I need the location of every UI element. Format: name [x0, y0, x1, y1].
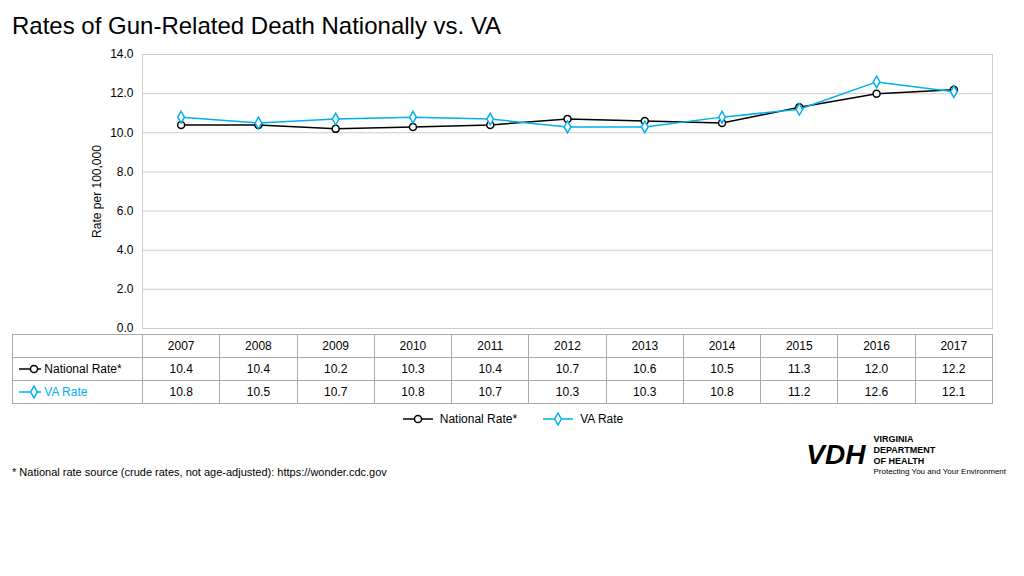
html-text:2011: 2011	[477, 339, 504, 353]
html-text:10.5: 10.5	[710, 362, 734, 376]
html-text:2014: 2014	[708, 339, 736, 353]
html-text:VDH: VDH	[806, 439, 866, 470]
html-text:2010: 2010	[399, 339, 427, 353]
svg-text:0.0: 0.0	[117, 321, 134, 334]
svg-text:Rate per 100,000: Rate per 100,000	[90, 145, 104, 238]
svg-text:14.0: 14.0	[110, 47, 134, 61]
html-text:VA Rate: VA Rate	[580, 412, 624, 426]
html-text:Protecting You and Your Enviro: Protecting You and Your Environment	[873, 467, 1006, 476]
html-text:12.6: 12.6	[864, 385, 889, 399]
html-text:2013: 2013	[631, 339, 659, 353]
html-text:12.0: 12.0	[864, 362, 889, 376]
html-text:2015: 2015	[785, 339, 813, 353]
html-text:10.3: 10.3	[555, 385, 580, 399]
html-text:VA Rate: VA Rate	[41, 384, 88, 399]
html-text:10.4: 10.4	[246, 362, 271, 376]
html-text:10.6: 10.6	[633, 362, 657, 376]
html-text:10.8: 10.8	[401, 385, 425, 399]
html-text:11.2: 11.2	[788, 385, 811, 399]
html-text:2016: 2016	[863, 339, 890, 353]
html-text:VIRGINIA: VIRGINIA	[873, 434, 914, 444]
html-text:10.3: 10.3	[401, 362, 425, 376]
html-text:2012: 2012	[554, 339, 581, 353]
html-text:10.3: 10.3	[633, 385, 657, 399]
html-text:OF HEALTH: OF HEALTH	[873, 456, 925, 466]
html-text:10.8: 10.8	[169, 385, 193, 399]
svg-text:2.0: 2.0	[117, 282, 134, 296]
html-text:* National rate source (crude: * National rate source (crude rates, not…	[12, 466, 387, 478]
html-text:10.4: 10.4	[169, 362, 193, 376]
html-text:12.1: 12.1	[942, 385, 966, 399]
svg-text:10.0: 10.0	[110, 126, 134, 140]
html-text:10.4: 10.4	[478, 362, 502, 376]
svg-text:6.0: 6.0	[117, 204, 134, 218]
html-text:National Rate*: National Rate*	[439, 412, 518, 426]
html-text:10.5: 10.5	[246, 385, 271, 399]
html-text:2008: 2008	[245, 339, 272, 353]
html-text:10.7: 10.7	[478, 385, 502, 399]
html-text:2007: 2007	[167, 339, 195, 353]
html-text:10.8: 10.8	[710, 385, 734, 399]
html-text:12.2: 12.2	[942, 362, 966, 376]
svg-text:12.0: 12.0	[110, 86, 134, 100]
html-text:10.7: 10.7	[555, 362, 580, 376]
html-text:11.3: 11.3	[788, 362, 811, 376]
svg-text:8.0: 8.0	[117, 165, 134, 179]
html-text:10.7: 10.7	[324, 385, 348, 399]
html-text:10.2: 10.2	[324, 362, 348, 376]
html-text:DEPARTMENT: DEPARTMENT	[873, 445, 936, 455]
svg-text:4.0: 4.0	[117, 243, 134, 257]
html-text:Rates of Gun-Related Death Nat: Rates of Gun-Related Death Nationally vs…	[12, 12, 502, 39]
html-text:National Rate*: National Rate*	[41, 361, 122, 376]
html-text:2017: 2017	[940, 339, 968, 353]
html-text:2009: 2009	[322, 339, 349, 353]
